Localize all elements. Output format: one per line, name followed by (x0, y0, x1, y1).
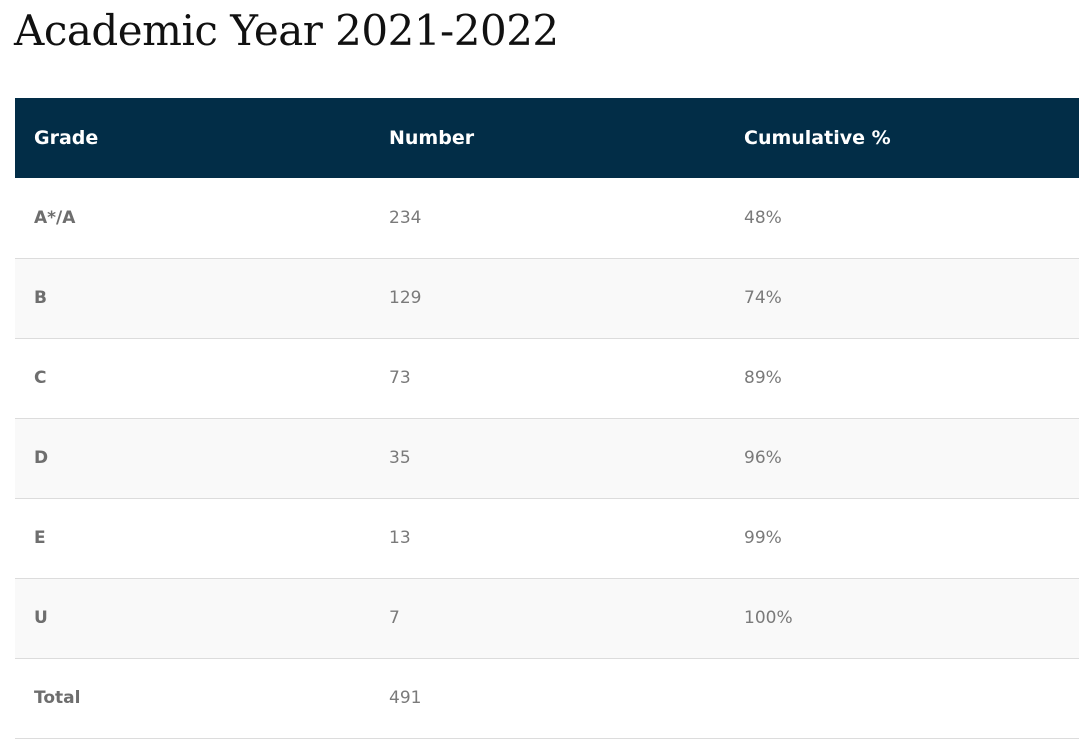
total-number-cell: 491 (370, 658, 725, 739)
table-row: C 73 89% (15, 338, 1079, 419)
cumulative-cell: 99% (725, 498, 1079, 579)
grade-cell: E (15, 498, 370, 579)
number-cell: 13 (370, 498, 725, 579)
grade-cell: A*/A (15, 178, 370, 259)
number-cell: 73 (370, 338, 725, 419)
grade-cell: B (15, 258, 370, 339)
page-title: Academic Year 2021-2022 (14, 6, 559, 55)
table-header-row: Grade Number Cumulative % (15, 98, 1079, 178)
cumulative-cell: 96% (725, 418, 1079, 499)
grade-cell: C (15, 338, 370, 419)
number-cell: 234 (370, 178, 725, 259)
number-cell: 35 (370, 418, 725, 499)
table-row-total: Total 491 (15, 658, 1079, 739)
cumulative-cell: 48% (725, 178, 1079, 259)
grade-results-table: Grade Number Cumulative % A*/A 234 48% B… (15, 98, 1079, 739)
table-row: B 129 74% (15, 258, 1079, 339)
grade-cell: U (15, 578, 370, 659)
total-label-cell: Total (15, 658, 370, 739)
number-cell: 129 (370, 258, 725, 339)
column-header-grade: Grade (15, 98, 370, 178)
table-row: U 7 100% (15, 578, 1079, 659)
grade-cell: D (15, 418, 370, 499)
table-row: A*/A 234 48% (15, 178, 1079, 259)
cumulative-cell: 89% (725, 338, 1079, 419)
column-header-cumulative: Cumulative % (725, 98, 1079, 178)
table-row: D 35 96% (15, 418, 1079, 499)
number-cell: 7 (370, 578, 725, 659)
column-header-number: Number (370, 98, 725, 178)
cumulative-cell: 100% (725, 578, 1079, 659)
cumulative-cell: 74% (725, 258, 1079, 339)
table-row: E 13 99% (15, 498, 1079, 579)
total-cumulative-cell (725, 658, 1079, 739)
